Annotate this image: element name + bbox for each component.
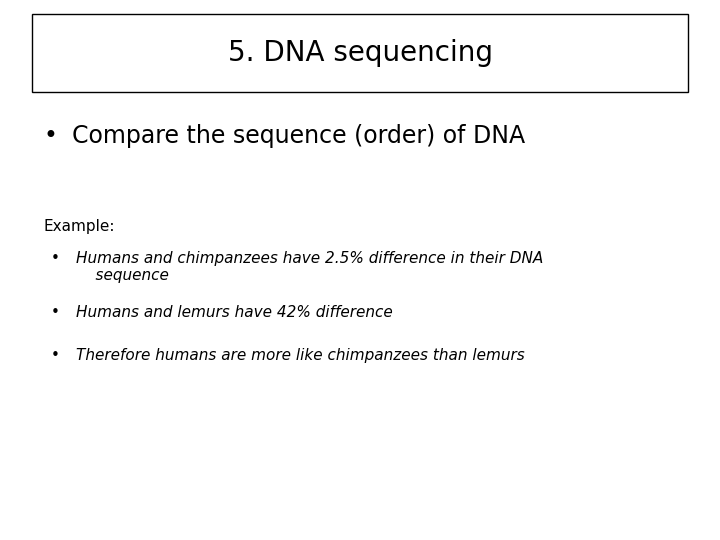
Text: Example:: Example: bbox=[43, 219, 114, 234]
Text: 5. DNA sequencing: 5. DNA sequencing bbox=[228, 39, 492, 66]
Text: Humans and lemurs have 42% difference: Humans and lemurs have 42% difference bbox=[76, 305, 392, 320]
Text: Compare the sequence (order) of DNA: Compare the sequence (order) of DNA bbox=[72, 124, 525, 148]
Text: •: • bbox=[50, 305, 59, 320]
Text: Humans and chimpanzees have 2.5% difference in their DNA
    sequence: Humans and chimpanzees have 2.5% differe… bbox=[76, 251, 543, 284]
Text: Therefore humans are more like chimpanzees than lemurs: Therefore humans are more like chimpanze… bbox=[76, 348, 524, 363]
Text: •: • bbox=[43, 124, 57, 148]
Text: •: • bbox=[50, 348, 59, 363]
FancyBboxPatch shape bbox=[32, 14, 688, 92]
Text: •: • bbox=[50, 251, 59, 266]
